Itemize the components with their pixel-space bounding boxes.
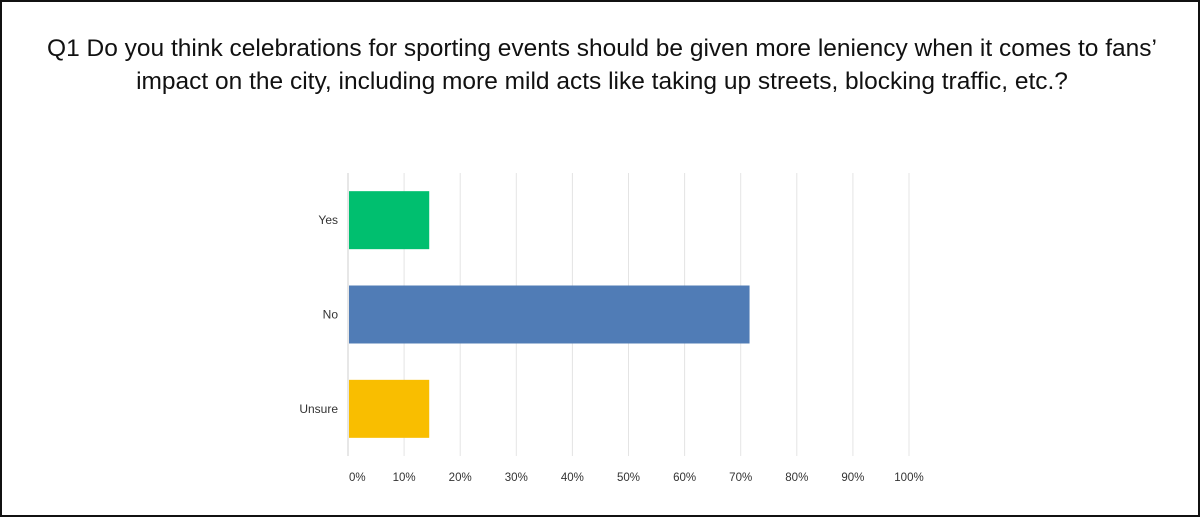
bar	[349, 191, 430, 250]
x-tick-label: 20%	[449, 472, 472, 484]
x-tick-label: 70%	[729, 472, 752, 484]
category-label: Yes	[318, 213, 338, 227]
x-tick-label: 0%	[349, 472, 366, 484]
bar	[349, 379, 430, 438]
x-tick-label: 10%	[393, 472, 416, 484]
x-tick-label: 80%	[785, 472, 808, 484]
x-tick-label: 30%	[505, 472, 528, 484]
bar	[349, 285, 750, 344]
category-label: Unsure	[299, 402, 338, 416]
x-tick-label: 60%	[673, 472, 696, 484]
x-tick-label: 100%	[894, 472, 923, 484]
x-tick-label: 50%	[617, 472, 640, 484]
x-tick-label: 40%	[561, 472, 584, 484]
x-tick-label: 90%	[841, 472, 864, 484]
category-label: No	[323, 308, 339, 322]
chart-title: Q1 Do you think celebrations for sportin…	[47, 35, 1157, 95]
